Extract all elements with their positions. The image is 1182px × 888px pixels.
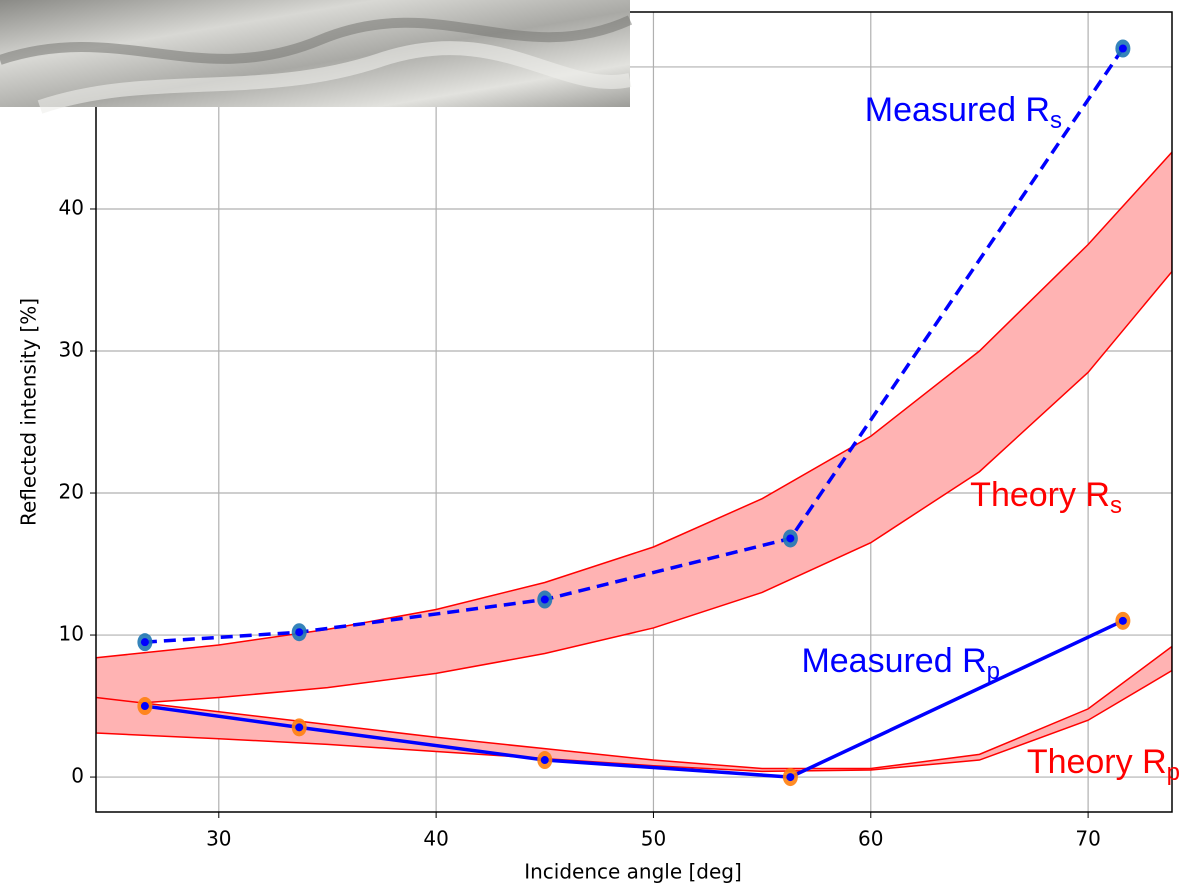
marker-inner xyxy=(540,756,549,765)
annotation-text: Measured R xyxy=(865,91,1050,129)
annotation: Measured Rs xyxy=(865,91,1062,134)
data-point xyxy=(782,529,798,548)
annotation-text: Theory R xyxy=(1027,743,1167,781)
photo-overlay xyxy=(0,0,633,114)
y-tick-label: 30 xyxy=(59,338,84,362)
y-tick-label: 40 xyxy=(59,195,84,219)
marker-inner xyxy=(1118,616,1127,625)
marker-inner xyxy=(1118,44,1127,53)
data-point xyxy=(1115,611,1131,630)
marker-inner xyxy=(786,773,795,782)
annotation: Measured Rp xyxy=(801,642,1000,685)
plot-area xyxy=(96,39,1172,787)
x-tick-label: 70 xyxy=(1075,827,1100,851)
annotation-subscript: s xyxy=(1110,492,1122,519)
annotation-text: Measured R xyxy=(801,642,986,680)
data-point xyxy=(782,768,798,787)
data-point xyxy=(291,718,307,737)
axes-frame xyxy=(95,11,1173,813)
annotation-text: Theory R xyxy=(970,476,1110,514)
data-point xyxy=(137,633,153,652)
marker-inner xyxy=(140,638,149,647)
data-point xyxy=(291,623,307,642)
annotation: Theory Rp xyxy=(1027,743,1180,786)
data-point xyxy=(537,590,553,609)
data-point xyxy=(537,751,553,770)
x-tick-label: 40 xyxy=(423,827,448,851)
y-tick-label: 20 xyxy=(59,480,84,504)
x-axis-label: Incidence angle [deg] xyxy=(524,860,742,884)
x-tick-label: 60 xyxy=(858,827,883,851)
annotation-subscript: s xyxy=(1050,107,1062,134)
annotation: Theory Rs xyxy=(970,476,1122,519)
theory-band xyxy=(96,151,1172,707)
y-axis-label: Reflected intensity [%] xyxy=(17,298,41,526)
annotation-subscript: p xyxy=(1167,759,1180,786)
x-tick-label: 30 xyxy=(206,827,231,851)
marker-inner xyxy=(786,534,795,543)
marker-inner xyxy=(295,628,304,637)
x-tick-label: 50 xyxy=(641,827,666,851)
theory-band xyxy=(96,645,1172,773)
marker-inner xyxy=(540,595,549,604)
annotation-subscript: p xyxy=(987,658,1000,685)
y-tick-label: 0 xyxy=(71,764,84,788)
marker-inner xyxy=(140,702,149,711)
data-point xyxy=(1115,39,1131,58)
marker-inner xyxy=(295,723,304,732)
data-point xyxy=(137,697,153,716)
y-tick-label: 10 xyxy=(59,622,84,646)
